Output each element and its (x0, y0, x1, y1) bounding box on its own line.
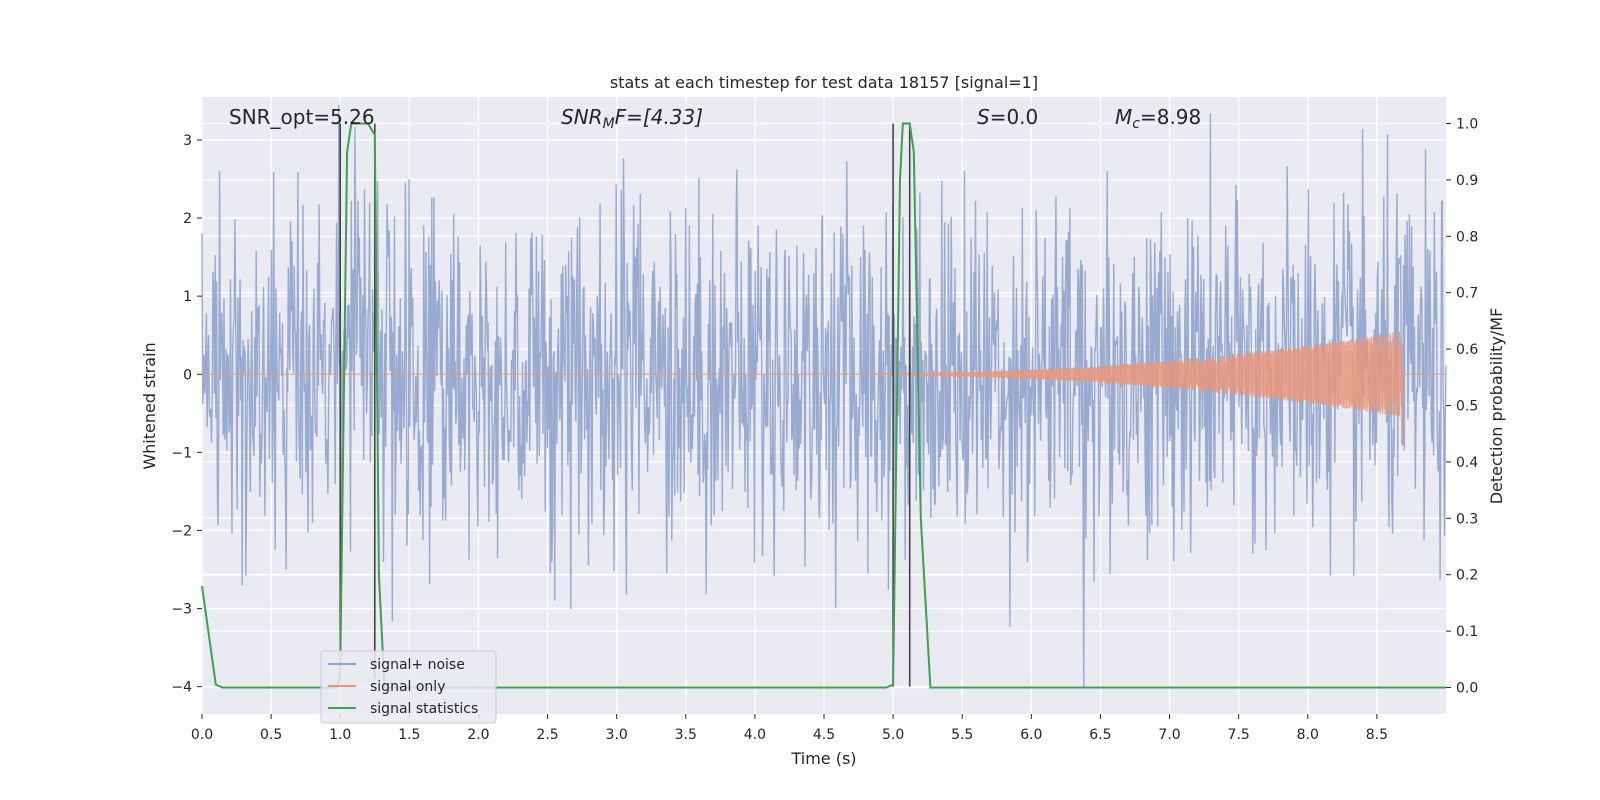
y-tick-label: −3 (171, 602, 192, 618)
legend-box (320, 650, 497, 724)
y-tick-label: −4 (171, 680, 192, 696)
y2-tick-label: 0.9 (1456, 173, 1478, 189)
x-tick-label: 7.0 (1158, 727, 1180, 743)
x-tick-label: 2.0 (467, 727, 489, 743)
y-axis-label: Whitened strain (140, 342, 159, 469)
x-tick-label: 1.0 (329, 727, 351, 743)
legend-label-signal: signal only (370, 679, 445, 695)
annotation-mc: Mc=8.98 (1115, 105, 1201, 132)
y-axis-ticks: 3 2 1 0 −1 −2 −3 −4 (171, 133, 202, 696)
y-tick-label: −2 (171, 523, 192, 539)
x-tick-label: 7.5 (1228, 727, 1250, 743)
y2-tick-label: 0.8 (1456, 229, 1478, 245)
y-tick-label: 3 (183, 133, 192, 149)
x-tick-label: 0.0 (191, 727, 213, 743)
x-tick-label: 6.5 (1089, 727, 1111, 743)
x-tick-label: 4.5 (813, 727, 835, 743)
legend: signal+ noise signal only signal statist… (320, 650, 497, 724)
y2-axis-ticks: 1.0 0.9 0.8 0.7 0.6 0.5 0.4 0.3 0.2 0.1 0.0 (1446, 117, 1478, 696)
legend-label-stat: signal statistics (370, 701, 478, 717)
x-tick-label: 2.5 (536, 727, 558, 743)
y2-tick-label: 0.2 (1456, 568, 1478, 584)
y2-tick-label: 0.3 (1456, 511, 1478, 527)
x-tick-label: 5.5 (951, 727, 973, 743)
x-tick-label: 6.0 (1020, 727, 1042, 743)
annotation-s: S=0.0 (977, 105, 1038, 129)
y2-tick-label: 0.7 (1456, 286, 1478, 302)
x-axis-label: Time (s) (790, 749, 856, 768)
x-tick-label: 5.0 (882, 727, 904, 743)
y-tick-label: 2 (183, 211, 192, 227)
series-signal-only (202, 331, 1446, 445)
x-tick-label: 1.5 (398, 727, 420, 743)
y2-tick-label: 0.5 (1456, 399, 1478, 415)
x-tick-label: 8.0 (1297, 727, 1319, 743)
y2-tick-label: 0.1 (1456, 624, 1478, 640)
y2-axis-label: Detection probability/MF (1487, 308, 1506, 505)
y2-tick-label: 0.0 (1456, 680, 1478, 696)
x-tick-label: 3.5 (675, 727, 697, 743)
signal-line (202, 331, 1446, 445)
x-tick-label: 0.5 (260, 727, 282, 743)
x-tick-label: 4.0 (744, 727, 766, 743)
y2-tick-label: 0.4 (1456, 455, 1478, 471)
y-tick-label: −1 (171, 445, 192, 461)
x-axis-ticks: 0.0 0.5 1.0 1.5 2.0 2.5 3.0 3.5 4.0 4.5 5.0 5.5 6.0 6… (191, 714, 1388, 743)
x-tick-label: 3.0 (606, 727, 628, 743)
x-tick-label: 8.5 (1366, 727, 1388, 743)
y2-tick-label: 0.6 (1456, 342, 1478, 358)
chart-title: stats at each timestep for test data 181… (610, 73, 1038, 92)
annotation-snr-mf: SNRMF=[4.33] (561, 105, 703, 132)
annotation-snr-opt: SNR_opt=5.26 (229, 105, 375, 129)
legend-label-noise: signal+ noise (370, 657, 465, 673)
y2-tick-label: 1.0 (1456, 117, 1478, 133)
y-tick-label: 0 (183, 367, 192, 383)
y-tick-label: 1 (183, 289, 192, 305)
